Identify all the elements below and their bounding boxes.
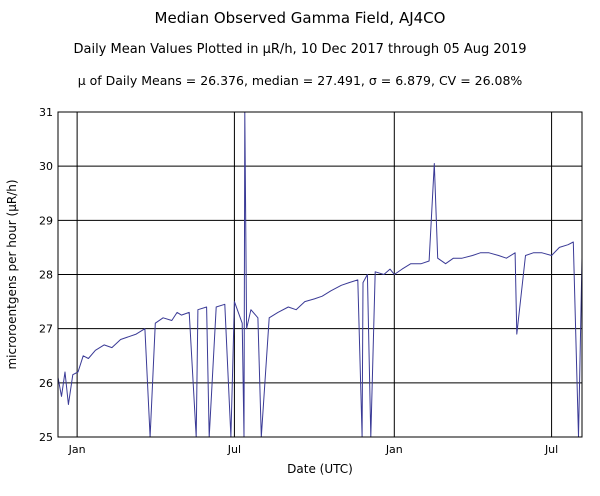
y-tick-label: 28 — [39, 269, 53, 282]
series — [57, 111, 583, 438]
x-tick-label: Jan — [385, 443, 403, 456]
chart-stats: μ of Daily Means = 26.376, median = 27.4… — [77, 73, 523, 88]
y-tick-label: 27 — [39, 323, 53, 336]
y-tick-label: 30 — [39, 160, 53, 173]
x-axis-title: Date (UTC) — [287, 462, 353, 476]
axis-ticks: 25 26 27 28 29 30 31 Jan Jul Jan Jul — [39, 106, 558, 456]
y-tick-label: 25 — [39, 431, 53, 444]
series-line — [57, 111, 583, 438]
chart-title: Median Observed Gamma Field, AJ4CO — [154, 9, 446, 27]
y-tick-label: 29 — [39, 214, 53, 227]
chart-subtitle: Daily Mean Values Plotted in μR/h, 10 De… — [73, 42, 527, 57]
plot-frame — [57, 111, 583, 438]
y-axis-title: microroentgens per hour (μR/h) — [5, 179, 19, 369]
y-tick-label: 26 — [39, 377, 53, 390]
x-tick-label: Jul — [544, 443, 558, 456]
y-tick-label: 31 — [39, 106, 53, 119]
grid — [58, 111, 582, 438]
x-tick-label: Jan — [68, 443, 86, 456]
x-tick-label: Jul — [227, 443, 241, 456]
